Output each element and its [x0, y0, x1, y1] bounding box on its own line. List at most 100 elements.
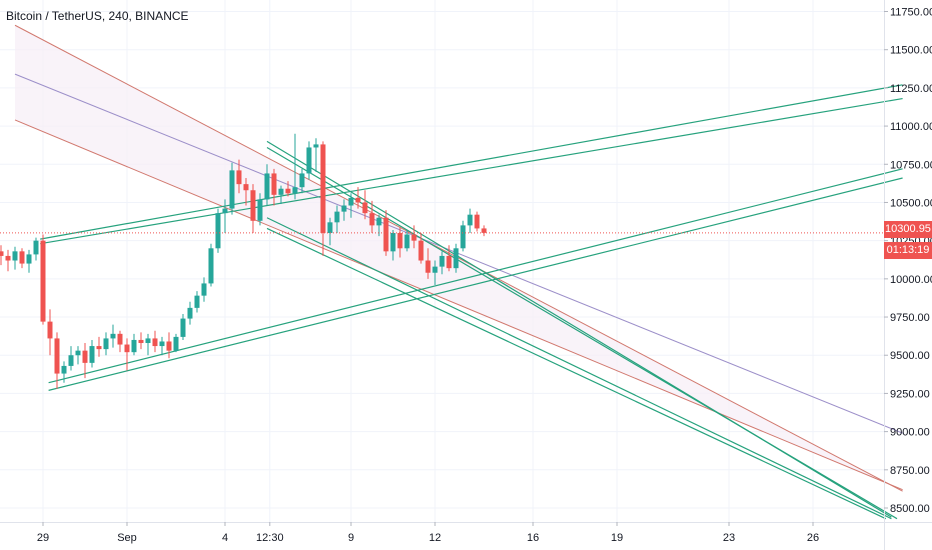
candle-up — [12, 246, 18, 270]
candle-up — [208, 243, 214, 287]
price-axis[interactable]: 11750.00 11500.00 11250.00 11000.00 10750.00… — [884, 7, 932, 516]
time-tick-label: 12 — [429, 532, 441, 544]
candle-down — [19, 248, 25, 269]
candle-up — [222, 199, 228, 234]
candle-down — [243, 178, 249, 206]
candle-down — [355, 187, 361, 209]
candle-down — [250, 184, 256, 234]
candle-up — [299, 168, 305, 194]
candle-up — [131, 333, 137, 356]
candle-down — [383, 210, 389, 256]
candle-down — [481, 225, 487, 237]
candle-down — [0, 245, 4, 266]
candle-up — [467, 208, 473, 234]
trend-line[interactable] — [40, 84, 903, 240]
candle-up — [159, 336, 165, 356]
channel-lower-line[interactable] — [14, 119, 903, 491]
time-tick-label: 16 — [527, 532, 539, 544]
candle-up — [89, 339, 95, 368]
symbol-title[interactable]: Bitcoin / TetherUS, 240, BINANCE — [6, 9, 189, 23]
candle-down — [124, 338, 130, 371]
price-tick-label: 8750.00 — [890, 465, 930, 477]
trend-line[interactable] — [266, 227, 887, 520]
price-tick-label: 9000.00 — [890, 427, 930, 439]
time-tick-label: 12:30 — [256, 532, 284, 544]
candle-up — [103, 332, 109, 356]
price-tick-label: 9500.00 — [890, 350, 930, 362]
candle-down — [362, 190, 368, 220]
last-price-tag: 10300.95 — [884, 221, 932, 238]
time-tick-label: 23 — [723, 532, 735, 544]
candle-up — [453, 243, 459, 273]
candle-down — [411, 225, 417, 249]
candle-up — [145, 333, 151, 356]
candle-down — [418, 233, 424, 264]
candle-up — [278, 185, 284, 204]
candle-up — [180, 313, 186, 340]
candle-up — [33, 237, 39, 261]
candle-down — [47, 309, 53, 356]
trend-line[interactable] — [40, 97, 903, 245]
price-tick-label: 10500.00 — [890, 197, 932, 209]
trend-line[interactable] — [48, 177, 903, 391]
price-tick-label: 8500.00 — [890, 503, 930, 515]
candle-down — [152, 330, 158, 353]
candle-down — [474, 211, 480, 232]
channel-middle-line[interactable] — [14, 73, 903, 434]
candle-up — [61, 361, 67, 383]
candle-up — [313, 138, 319, 172]
bar-countdown-tag: 01:13:19 — [884, 242, 932, 259]
candle-up — [327, 217, 333, 246]
time-tick-label: 4 — [222, 532, 228, 544]
candle-up — [432, 260, 438, 285]
candle-down — [82, 343, 88, 379]
channel-upper-line[interactable] — [14, 24, 903, 492]
candle-down — [425, 248, 431, 279]
candle-down — [166, 332, 172, 359]
candle-down — [397, 226, 403, 258]
trend-line[interactable] — [266, 217, 892, 520]
candle-down — [138, 332, 144, 350]
candle-up — [187, 301, 193, 325]
price-tick-label: 9250.00 — [890, 388, 930, 400]
candle-up — [439, 251, 445, 275]
time-axis[interactable]: 29 Sep 4 12:30 9 12 16 19 23 26 — [37, 522, 819, 544]
candle-up — [201, 277, 207, 302]
candle-up — [306, 141, 312, 180]
candle-down — [320, 141, 326, 256]
candle-up — [257, 193, 263, 226]
candle-down — [271, 168, 277, 206]
price-tick-label: 10750.00 — [890, 159, 932, 171]
candle-up — [292, 133, 298, 200]
candle-up — [75, 346, 81, 365]
candle-down — [40, 234, 46, 325]
candle-up — [110, 324, 116, 348]
candle-up — [194, 291, 200, 313]
time-tick-label: 19 — [611, 532, 623, 544]
price-tick-label: 11000.00 — [890, 121, 932, 133]
trend-line[interactable] — [48, 168, 903, 384]
time-tick-label: 26 — [807, 532, 819, 544]
candle-down — [117, 330, 123, 353]
candle-down — [369, 200, 375, 234]
time-tick-label: 9 — [348, 532, 354, 544]
candle-up — [341, 199, 347, 221]
candle-up — [404, 229, 410, 252]
candle-up — [26, 249, 32, 273]
candle-up — [348, 193, 354, 218]
time-tick-label: Sep — [117, 532, 137, 544]
candle-down — [96, 336, 102, 357]
price-tick-label: 9750.00 — [890, 312, 930, 324]
candle-down — [285, 181, 291, 197]
candle-up — [390, 229, 396, 261]
regression-channel[interactable] — [14, 24, 903, 492]
candle-up — [68, 346, 74, 371]
trend-lines[interactable] — [40, 84, 903, 520]
candlestick-series — [0, 133, 487, 389]
candle-up — [229, 162, 235, 215]
candle-up — [334, 205, 340, 234]
price-tick-label: 11250.00 — [890, 83, 932, 95]
